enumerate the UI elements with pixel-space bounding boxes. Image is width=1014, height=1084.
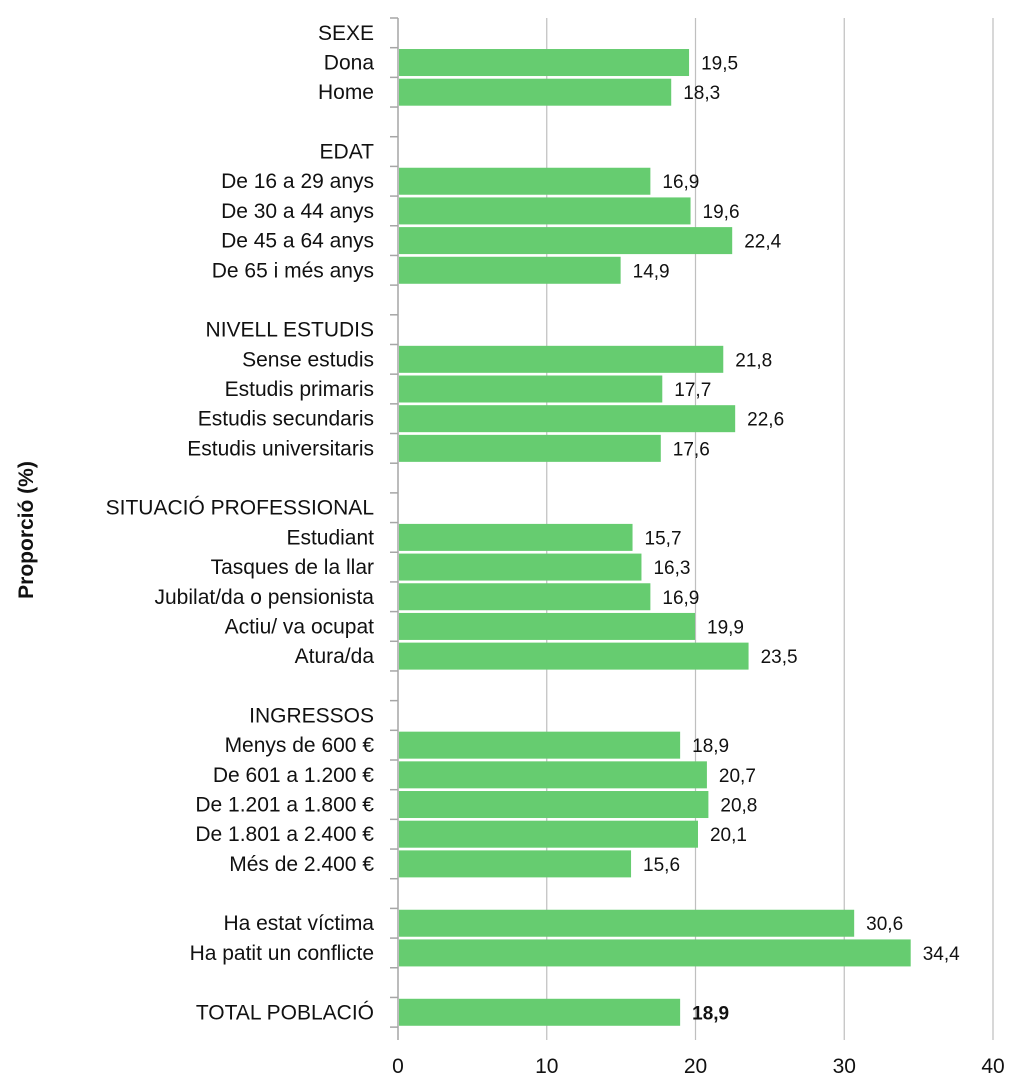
data-value-label: 18,9	[692, 1003, 729, 1024]
category-label: Ha estat víctima	[223, 912, 374, 935]
bar	[399, 731, 681, 759]
data-value-label: 20,8	[720, 796, 757, 817]
y-axis-title: Proporció (%)	[15, 461, 38, 599]
bar	[399, 553, 642, 581]
bar	[399, 523, 633, 551]
x-tick-label: 40	[981, 1055, 1004, 1078]
data-value-label: 14,9	[633, 261, 670, 282]
category-label: De 601 a 1.200 €	[213, 764, 374, 787]
x-tick-label: 10	[535, 1055, 558, 1078]
category-label: Home	[318, 81, 374, 104]
value-labels: 19,518,316,919,622,414,921,817,722,617,6…	[633, 54, 960, 1025]
data-value-label: 20,1	[710, 825, 747, 846]
data-value-label: 18,9	[692, 736, 729, 757]
bar	[399, 791, 709, 819]
bar	[399, 345, 724, 373]
category-label: Atura/da	[295, 645, 375, 668]
data-value-label: 22,4	[744, 232, 781, 253]
category-label: Tasques de la llar	[211, 556, 374, 579]
bar	[399, 197, 691, 225]
category-label: Estudis universitaris	[187, 437, 374, 460]
x-tick-label: 30	[833, 1055, 856, 1078]
category-label: Jubilat/da o pensionista	[155, 586, 375, 609]
bar	[399, 909, 855, 937]
bar	[399, 227, 733, 255]
x-tick-label: 0	[392, 1055, 404, 1078]
bar	[399, 998, 681, 1026]
data-value-label: 16,9	[662, 172, 699, 193]
group-header-label: NIVELL ESTUDIS	[206, 319, 374, 342]
data-value-label: 23,5	[761, 647, 798, 668]
data-value-label: 34,4	[923, 944, 960, 965]
data-value-label: 30,6	[866, 914, 903, 935]
category-label: Ha patit un conflicte	[190, 942, 374, 965]
data-value-label: 22,6	[747, 410, 784, 431]
bar	[399, 167, 651, 195]
x-axis-ticks: 0 10 20 30 40	[392, 1055, 1005, 1078]
category-label: Estudis secundaris	[198, 408, 374, 431]
category-label: De 1.801 a 2.400 €	[195, 823, 374, 846]
data-value-label: 19,9	[707, 617, 744, 638]
data-value-label: 21,8	[735, 350, 772, 371]
category-label: TOTAL POBLACIÓ	[196, 1001, 374, 1024]
category-label: De 1.201 a 1.800 €	[195, 794, 374, 817]
x-tick-label: 20	[684, 1055, 707, 1078]
data-value-label: 20,7	[719, 766, 756, 787]
bar	[399, 761, 707, 789]
category-label: Més de 2.400 €	[229, 853, 374, 876]
group-header-label: SITUACIÓ PROFESSIONAL	[106, 497, 374, 520]
bar	[399, 49, 690, 77]
category-label: De 45 a 64 anys	[221, 230, 374, 253]
category-label: Actiu/ va ocupat	[225, 615, 375, 638]
category-label: Menys de 600 €	[225, 734, 375, 757]
data-value-label: 15,7	[645, 528, 682, 549]
category-label: Estudiant	[286, 526, 374, 549]
data-value-label: 18,3	[683, 83, 720, 104]
bar	[399, 434, 661, 462]
data-value-label: 17,6	[673, 439, 710, 460]
bar	[399, 256, 621, 284]
bars	[399, 49, 911, 1026]
bar	[399, 612, 696, 640]
category-label: De 30 a 44 anys	[221, 200, 374, 223]
axes	[390, 17, 399, 1040]
bar	[399, 375, 663, 403]
bar	[399, 583, 651, 611]
data-value-label: 16,9	[662, 588, 699, 609]
group-header-label: SEXE	[318, 22, 374, 45]
data-value-label: 17,7	[674, 380, 711, 401]
data-value-label: 16,3	[653, 558, 690, 579]
bar	[399, 939, 911, 967]
group-header-label: INGRESSOS	[249, 704, 374, 727]
bar	[399, 405, 736, 433]
category-label: De 65 i més anys	[212, 259, 374, 282]
category-label: Estudis primaris	[225, 378, 374, 401]
data-value-label: 15,6	[643, 855, 680, 876]
category-label: De 16 a 29 anys	[221, 170, 374, 193]
data-value-label: 19,5	[701, 54, 738, 75]
category-label: Sense estudis	[242, 348, 374, 371]
category-label: Dona	[324, 52, 375, 75]
bar	[399, 850, 632, 878]
bar	[399, 820, 698, 848]
category-labels: SEXE Dona Home EDAT De 16 a 29 anys De 30 a 4…	[106, 22, 375, 1024]
data-value-label: 19,6	[703, 202, 740, 223]
bar	[399, 78, 672, 106]
bar	[399, 642, 749, 670]
group-header-label: EDAT	[320, 141, 375, 164]
